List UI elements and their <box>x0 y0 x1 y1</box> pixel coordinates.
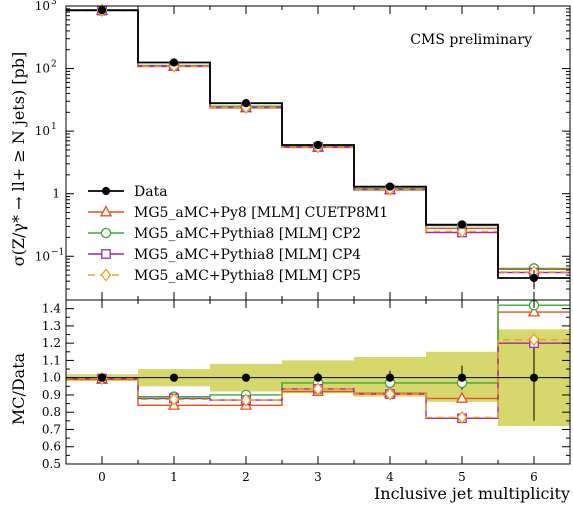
data-point <box>241 99 251 108</box>
y-tick-label: 10 <box>35 0 50 13</box>
data-point <box>385 182 395 191</box>
y-tick-label: 1 <box>52 187 60 201</box>
ratio-y-tick-label: 0.5 <box>42 457 61 471</box>
ratio-data-point <box>457 373 467 382</box>
ratio-y-tick-label: 1.4 <box>42 302 61 316</box>
ratio-data-point <box>527 305 541 317</box>
ratio-y-tick-label: 0.6 <box>42 440 61 454</box>
x-tick-label: 3 <box>314 470 322 484</box>
y-tick-label: 10 <box>35 62 50 76</box>
legend-label: MG5_aMC+Py8 [MLM] CUETP8M1 <box>134 205 388 221</box>
cms-annotation: CMS preliminary <box>410 32 532 48</box>
y-tick-label: 10 <box>35 249 50 263</box>
legend-marker <box>101 249 111 259</box>
ratio-data-point <box>529 373 539 382</box>
data-point <box>457 220 467 229</box>
y-tick-label: 10 <box>35 124 50 138</box>
ratio-series-line <box>66 339 570 419</box>
y-tick-exponent: 3 <box>51 0 57 7</box>
ratio-y-tick-label: 1.2 <box>42 336 61 350</box>
legend-label: Data <box>134 184 168 200</box>
ratio-y-tick-label: 1.1 <box>42 353 61 367</box>
x-tick-label: 5 <box>458 470 466 484</box>
ratio-data-point <box>313 373 323 382</box>
y-tick-exponent: −1 <box>51 247 64 257</box>
ratio-data-point <box>455 391 469 403</box>
ratio-data-point <box>241 373 251 382</box>
legend-label: MG5_aMC+Pythia8 [MLM] CP4 <box>134 247 361 263</box>
ratio-data-point <box>312 382 324 396</box>
data-point <box>313 140 323 150</box>
legend-marker <box>100 268 112 282</box>
ratio-data-point <box>240 393 252 407</box>
legend-marker <box>100 227 112 239</box>
y-tick-exponent: 2 <box>51 60 57 70</box>
ratio-data-point <box>168 392 180 406</box>
legend-marker <box>99 205 113 217</box>
text-layer: CMS preliminary σ(Z/γ* → ll+ ≥ N jets) [… <box>9 0 570 503</box>
x-tick-label: 6 <box>530 470 538 484</box>
ratio-data-point <box>169 373 179 382</box>
ratio-data-point <box>385 373 395 382</box>
legend: Data MG5_aMC+Py8 [MLM] CUETP8M1 MG5_aMC+Py… <box>88 184 388 284</box>
data-point <box>529 273 539 283</box>
x-axis-label: Inclusive jet multiplicity <box>374 484 570 503</box>
data-point <box>456 224 468 239</box>
legend-marker <box>101 186 111 196</box>
ratio-y-tick-label: 1.3 <box>42 319 61 333</box>
ratio-data-point <box>456 410 468 425</box>
ratio-data-point <box>528 333 540 347</box>
x-tick-label: 1 <box>170 470 178 484</box>
ratio-y-tick-label: 0.8 <box>42 405 61 419</box>
top-y-axis-label: σ(Z/γ* → ll+ ≥ N jets) [pb] <box>9 52 28 266</box>
legend-label: MG5_aMC+Pythia8 [MLM] CP2 <box>134 226 361 242</box>
x-tick-label: 4 <box>386 470 394 484</box>
axes-frame <box>65 5 571 465</box>
markers-layer <box>95 3 541 425</box>
y-tick-exponent: 1 <box>51 122 57 132</box>
ratio-data-point <box>384 387 396 401</box>
ratio-y-tick-label: 1.0 <box>42 371 61 385</box>
ratio-y-tick-label: 0.7 <box>42 422 61 436</box>
ratio-y-axis-label: MC/Data <box>9 352 28 425</box>
ratio-data-point <box>97 373 107 382</box>
x-tick-label: 0 <box>98 470 106 484</box>
ratio-y-tick-label: 0.9 <box>42 388 61 402</box>
legend-label: MG5_aMC+Pythia8 [MLM] CP5 <box>134 268 361 284</box>
data-point <box>169 58 179 67</box>
x-tick-label: 2 <box>242 470 250 484</box>
